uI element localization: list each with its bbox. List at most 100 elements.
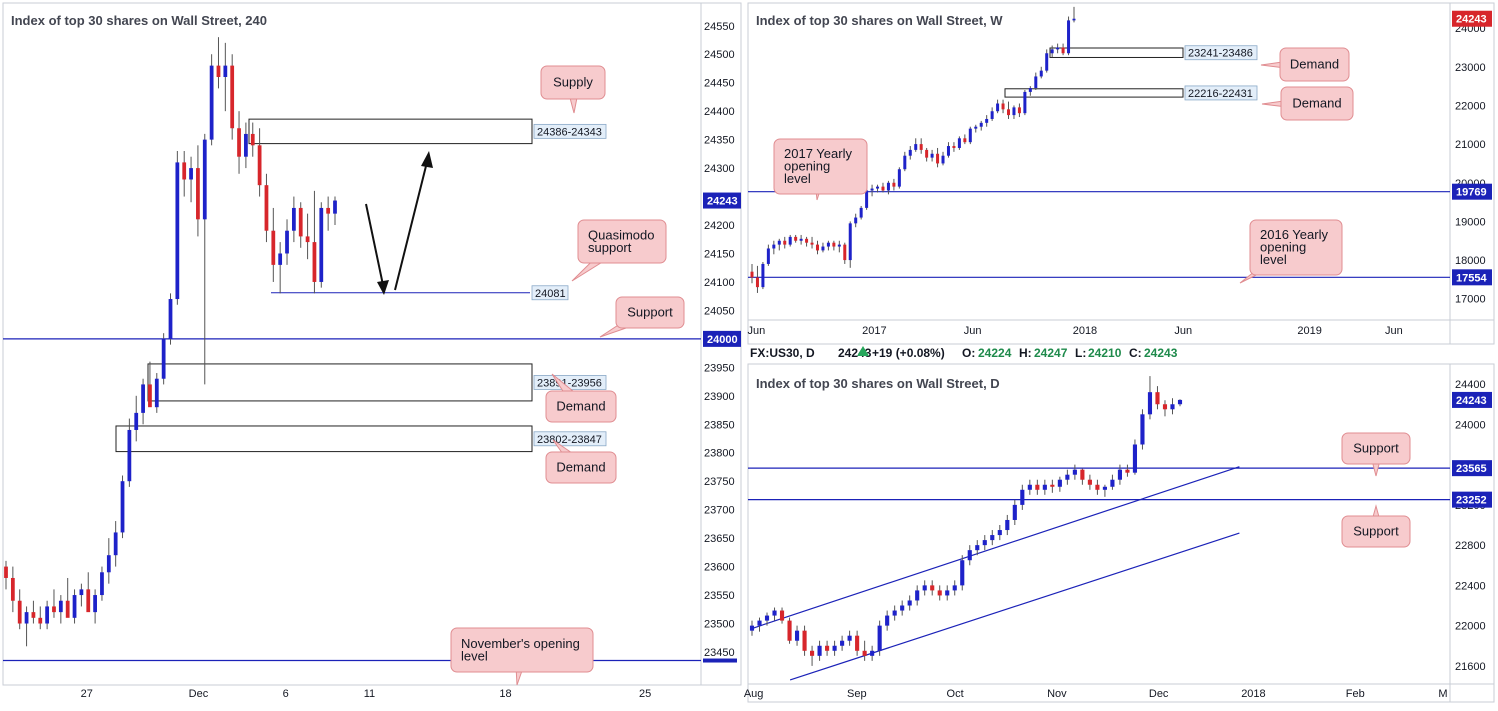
candle-body[interactable] (216, 65, 221, 78)
candle-body[interactable] (1162, 404, 1168, 410)
candle-body[interactable] (285, 230, 289, 254)
candle-body[interactable] (45, 606, 50, 624)
candle-body[interactable] (168, 299, 173, 339)
candle-body[interactable] (305, 236, 310, 243)
candle-body[interactable] (925, 149, 929, 158)
candle-body[interactable] (1039, 70, 1043, 77)
candle-body[interactable] (960, 560, 965, 586)
candle-body[interactable] (1147, 392, 1153, 415)
candle-body[interactable] (1061, 47, 1065, 54)
candle-body[interactable] (1072, 469, 1077, 475)
candle-body[interactable] (755, 277, 759, 288)
candle-body[interactable] (881, 186, 885, 191)
candle-body[interactable] (1020, 489, 1025, 505)
candle-body[interactable] (854, 217, 858, 224)
candle-body[interactable] (113, 532, 118, 556)
candle-body[interactable] (1110, 479, 1115, 487)
candle-body[interactable] (897, 169, 901, 187)
chart-weekly[interactable]: Index of top 30 shares on Wall Street, W… (748, 6, 1492, 337)
candle-body[interactable] (1050, 49, 1054, 54)
candle-body[interactable] (922, 585, 927, 591)
candle-body[interactable] (1170, 404, 1175, 410)
candle-body[interactable] (985, 118, 989, 123)
candle-body[interactable] (17, 600, 22, 624)
candle-body[interactable] (79, 589, 84, 596)
candle-body[interactable] (1035, 484, 1040, 490)
candle-body[interactable] (892, 182, 896, 187)
candle-body[interactable] (919, 144, 923, 150)
candle-body[interactable] (1095, 484, 1100, 490)
candle-body[interactable] (764, 615, 770, 621)
candle-body[interactable] (333, 200, 337, 214)
candle-body[interactable] (189, 168, 193, 180)
candle-body[interactable] (4, 566, 8, 578)
candle-body[interactable] (161, 338, 166, 379)
candle-body[interactable] (1065, 474, 1070, 480)
candle-body[interactable] (777, 240, 781, 245)
candle-body[interactable] (38, 617, 43, 624)
zone-box[interactable] (1049, 47, 1184, 58)
candle-body[interactable] (840, 640, 845, 646)
candle-body[interactable] (244, 133, 248, 157)
candle-body[interactable] (968, 128, 972, 143)
callout-box[interactable] (545, 390, 617, 423)
candle-body[interactable] (141, 384, 145, 413)
candle-body[interactable] (908, 149, 912, 156)
candle-body[interactable] (805, 238, 809, 243)
candle-body[interactable] (794, 236, 798, 241)
candle-body[interactable] (810, 650, 815, 656)
candle-body[interactable] (175, 162, 180, 300)
candle-body[interactable] (967, 550, 972, 561)
candle-body[interactable] (870, 188, 874, 191)
callout-box[interactable] (773, 138, 868, 195)
candle-body[interactable] (209, 65, 214, 140)
callout-box[interactable] (450, 627, 594, 673)
candle-body[interactable] (862, 650, 867, 656)
candle-body[interactable] (250, 133, 255, 146)
candle-body[interactable] (997, 530, 1002, 536)
candle-body[interactable] (865, 190, 869, 208)
candle-body[interactable] (930, 585, 935, 591)
candle-body[interactable] (257, 145, 262, 186)
chart-240[interactable]: Index of top 30 shares on Wall Street, 2… (3, 13, 741, 700)
candle-body[interactable] (802, 630, 807, 651)
candle-body[interactable] (996, 103, 1000, 112)
candle-body[interactable] (237, 128, 241, 157)
candle-body[interactable] (946, 146, 950, 156)
candle-body[interactable] (1125, 469, 1130, 473)
callout-box[interactable] (1279, 47, 1350, 82)
candle-body[interactable] (794, 630, 800, 641)
candle-body[interactable] (979, 122, 983, 127)
candle-body[interactable] (1042, 484, 1047, 490)
candle-body[interactable] (1067, 20, 1071, 54)
candle-body[interactable] (127, 429, 132, 482)
candle-body[interactable] (941, 155, 945, 164)
candle-body[interactable] (1012, 504, 1017, 520)
candle-body[interactable] (817, 645, 822, 656)
candle-body[interactable] (65, 600, 70, 618)
callout-box[interactable] (577, 219, 667, 264)
candle-body[interactable] (837, 244, 841, 247)
candle-body[interactable] (1056, 47, 1060, 50)
candle-body[interactable] (120, 481, 125, 533)
candle-body[interactable] (783, 240, 787, 245)
candle-body[interactable] (202, 139, 207, 220)
candle-body[interactable] (788, 236, 792, 245)
candle-body[interactable] (154, 378, 159, 408)
candle-body[interactable] (886, 182, 890, 191)
candle-body[interactable] (990, 111, 994, 119)
candle-body[interactable] (271, 230, 276, 265)
candle-body[interactable] (930, 153, 934, 158)
candle-body[interactable] (757, 620, 762, 626)
candle-body[interactable] (799, 238, 803, 241)
candle-body[interactable] (1034, 76, 1038, 89)
candle-body[interactable] (1007, 109, 1011, 116)
callout-box[interactable] (1249, 219, 1343, 276)
candle-body[interactable] (93, 595, 97, 613)
candle-body[interactable] (1023, 91, 1027, 114)
candle-body[interactable] (223, 65, 228, 78)
zone-box[interactable] (147, 363, 533, 402)
candle-body[interactable] (1028, 88, 1032, 92)
candle-body[interactable] (1177, 399, 1183, 405)
callout-box[interactable] (1341, 432, 1411, 465)
